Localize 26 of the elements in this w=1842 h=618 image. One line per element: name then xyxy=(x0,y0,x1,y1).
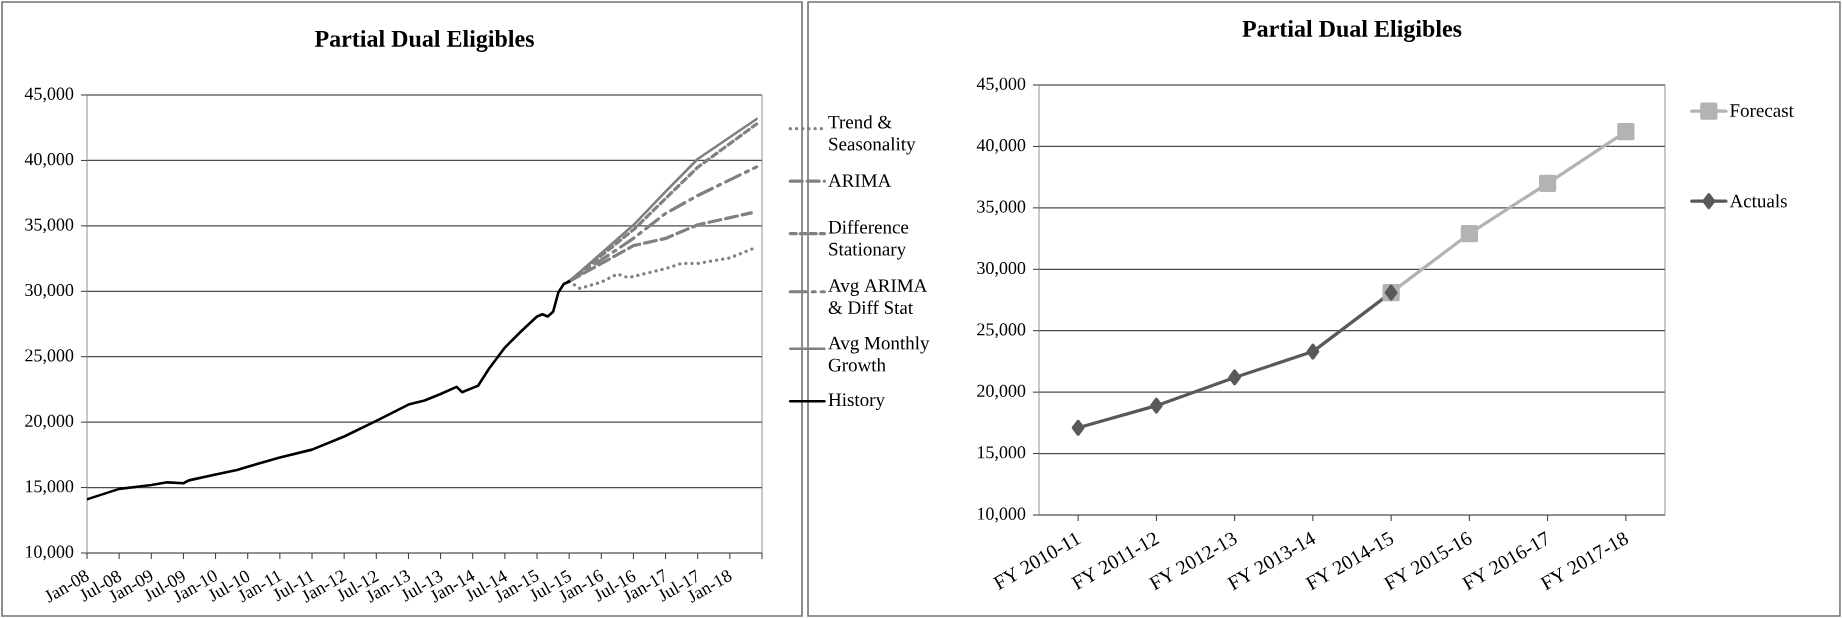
legend-label: Difference Stationary xyxy=(828,220,909,260)
chart-title: Partial Dual Eligibles xyxy=(1242,19,1462,42)
y-tick-label: 10,000 xyxy=(26,545,74,561)
y-tick-label: 20,000 xyxy=(977,384,1026,400)
y-tick-label: 30,000 xyxy=(25,283,74,299)
legend-label: History xyxy=(828,393,885,411)
legend-label: Avg Monthly Growth xyxy=(828,336,930,372)
y-tick-label: 45,000 xyxy=(976,77,1026,93)
y-tick-label: 15,000 xyxy=(978,446,1026,461)
y-tick-label: 25,000 xyxy=(25,349,74,365)
chart-title: Partial Dual Eligibles xyxy=(314,29,534,52)
y-tick-label: 45,000 xyxy=(24,87,74,103)
legend-label: Trend & Seasonality xyxy=(828,115,916,155)
legend-label: Forecast xyxy=(1730,104,1794,117)
legend-label: Avg ARIMA & Diff Stat xyxy=(828,279,928,315)
y-tick-label: 40,000 xyxy=(976,139,1026,154)
y-tick-label: 30,000 xyxy=(977,261,1026,277)
y-tick-label: 20,000 xyxy=(25,414,74,430)
y-tick-label: 15,000 xyxy=(26,480,74,495)
y-tick-label: 10,000 xyxy=(978,507,1026,523)
legend-label: Actuals xyxy=(1729,194,1787,208)
y-tick-label: 35,000 xyxy=(25,218,74,234)
y-tick-label: 35,000 xyxy=(977,200,1026,216)
legend-label: ARIMA xyxy=(828,174,892,187)
y-tick-label: 25,000 xyxy=(977,323,1026,339)
y-tick-label: 40,000 xyxy=(24,153,74,168)
